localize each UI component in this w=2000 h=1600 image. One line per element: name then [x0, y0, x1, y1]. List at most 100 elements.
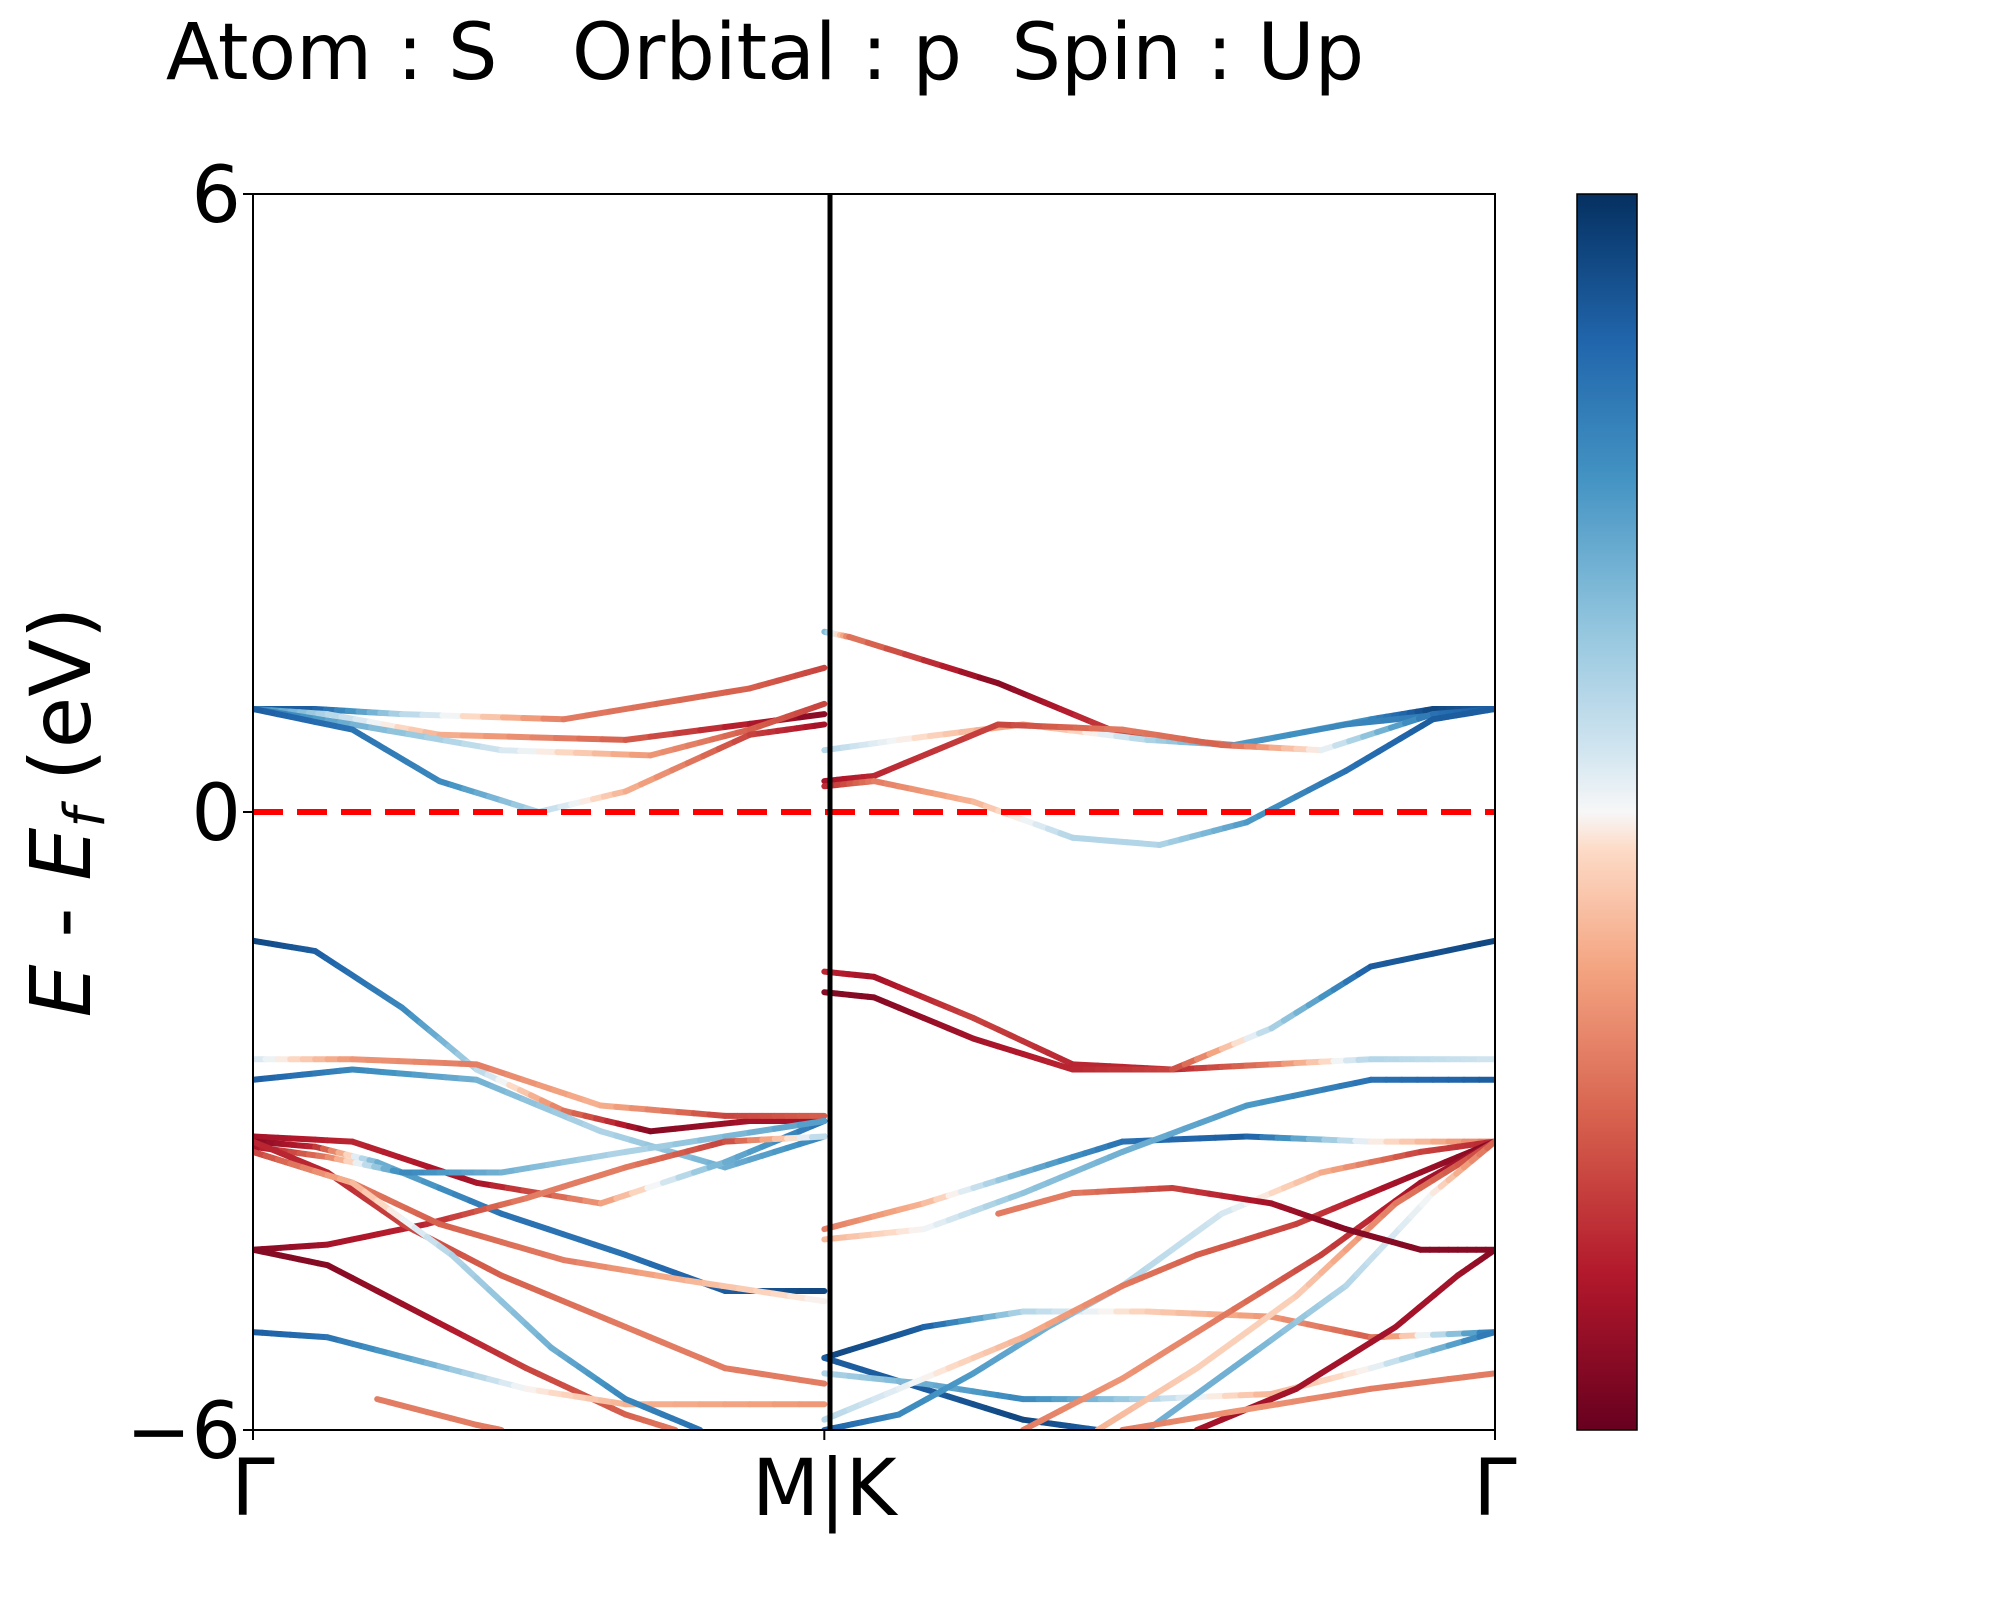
band-3-segment — [610, 751, 635, 758]
band-4 — [253, 706, 828, 815]
band-30 — [821, 1138, 1495, 1423]
band-1-segment — [540, 715, 567, 723]
y-axis-label-e1: E — [12, 964, 110, 1017]
band-3-segment — [367, 724, 393, 734]
band-3-segment — [479, 743, 505, 754]
band-2-segment — [721, 720, 753, 731]
band-28-segment — [1476, 1329, 1495, 1340]
band-17-segment — [808, 1378, 828, 1387]
band-11 — [253, 1066, 828, 1171]
band-23 — [821, 937, 1495, 1073]
band-5-segment — [883, 645, 909, 658]
band-2-segment — [796, 711, 828, 721]
band-1-segment — [459, 713, 486, 720]
band-10 — [253, 1056, 828, 1119]
band-23-segment — [1476, 937, 1495, 947]
band-4-segment — [812, 721, 828, 729]
band-14-segment — [622, 1145, 654, 1155]
band-33-segment — [1484, 1138, 1495, 1152]
band-36-segment — [1476, 1370, 1495, 1379]
band-14-segment — [647, 1141, 679, 1152]
band-2-segment — [622, 733, 654, 743]
band-21 — [374, 1396, 505, 1430]
band-1-segment — [499, 714, 527, 722]
band-5-segment — [976, 674, 1002, 687]
x-tick-label: Γ — [1473, 1444, 1517, 1534]
x-tick-label: M|K — [752, 1444, 899, 1534]
band-1-segment — [812, 664, 828, 674]
band-8-segment — [1484, 706, 1495, 714]
band-2-segment — [552, 734, 583, 742]
band-1-segment — [583, 708, 614, 719]
band-2-segment — [482, 733, 513, 740]
band-25 — [821, 1076, 1495, 1243]
y-tick-label: −6 — [126, 1387, 241, 1477]
band-19 — [253, 1329, 828, 1408]
band-3-segment — [442, 737, 468, 747]
band-3-segment — [349, 721, 374, 731]
band-15-segment — [808, 1133, 828, 1141]
band-2-segment — [576, 735, 606, 743]
band-2-segment — [697, 724, 728, 734]
band-1-segment — [419, 711, 446, 719]
band-3-segment — [461, 740, 486, 750]
band-2-segment — [529, 734, 559, 741]
band-5-segment — [846, 633, 871, 646]
band-15 — [253, 1133, 828, 1253]
y-axis-label: E - Ef (eV) — [12, 607, 118, 1018]
y-tick-label: 0 — [191, 769, 241, 859]
band-3-segment — [628, 751, 654, 759]
band-26 — [821, 1308, 1495, 1361]
y-axis-label-e2: E — [12, 828, 110, 881]
y-axis-ticks: −6 0 6 — [126, 151, 253, 1477]
band-2-segment — [506, 733, 536, 741]
band-1-segment — [479, 713, 506, 721]
band-1-segment — [700, 689, 730, 700]
band-3-segment — [517, 747, 542, 755]
band-1-segment — [560, 712, 590, 723]
band-16 — [253, 1148, 828, 1305]
band-27 — [821, 1354, 1101, 1430]
band-14-segment — [746, 1125, 778, 1136]
band-3-segment — [498, 747, 524, 754]
band-1-segment — [439, 712, 466, 720]
band-8 — [821, 706, 1495, 848]
band-5-segment — [902, 651, 927, 664]
band-3-segment — [386, 727, 412, 738]
band-1-segment — [676, 693, 707, 703]
band-2-segment — [436, 731, 466, 739]
band-3-segment — [591, 750, 617, 758]
band-1-segment — [653, 696, 683, 707]
band-3-segment — [572, 749, 598, 757]
band-9 — [253, 937, 828, 1135]
band-2-segment — [599, 736, 629, 743]
y-tick-label: 6 — [191, 151, 241, 241]
band-7 — [821, 706, 1495, 785]
band-20 — [253, 1148, 704, 1430]
band-3-segment — [812, 700, 828, 711]
band-1 — [253, 664, 828, 723]
x-tick-label: Γ — [231, 1444, 275, 1534]
band-5-segment — [939, 662, 964, 675]
band-lines — [253, 628, 1495, 1430]
band-14-segment — [796, 1118, 828, 1128]
band-2-segment — [647, 730, 679, 740]
band-5-segment — [957, 668, 983, 681]
band-1-segment — [399, 711, 426, 718]
band-2-segment — [672, 727, 704, 737]
band-14-segment — [672, 1137, 704, 1148]
band-3-segment — [405, 731, 430, 741]
band-18 — [253, 1246, 679, 1430]
band-14-segment — [721, 1129, 753, 1140]
band-5-segment — [920, 657, 946, 669]
band-1-segment — [607, 704, 637, 715]
band-6-segment — [1342, 719, 1368, 728]
band-16-segment — [804, 1295, 828, 1305]
band-2-segment — [459, 732, 489, 740]
band-34 — [995, 1184, 1495, 1253]
band-1-segment — [520, 715, 547, 722]
band-14-segment — [771, 1121, 803, 1132]
band-35 — [1193, 1246, 1495, 1430]
band-6-segment — [1361, 717, 1387, 726]
